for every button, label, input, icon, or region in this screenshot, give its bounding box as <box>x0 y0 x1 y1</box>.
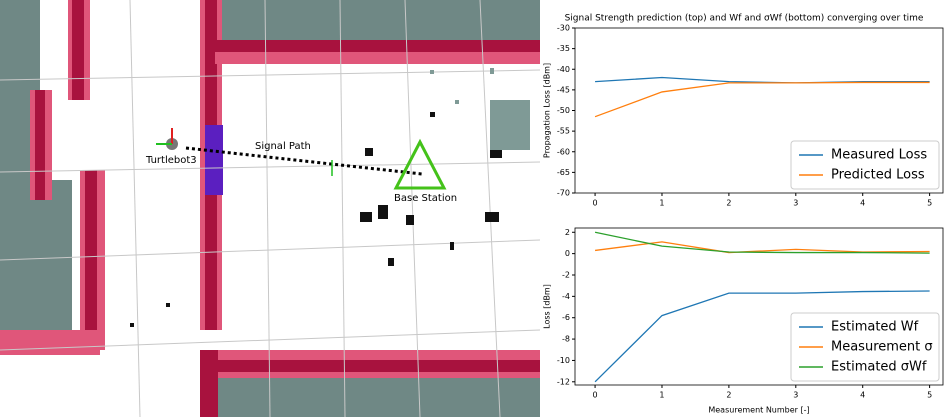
x-tick-label: 1 <box>659 391 664 400</box>
map-wall <box>215 40 540 52</box>
x-tick-label: 3 <box>793 391 798 400</box>
map-unknown <box>215 0 540 40</box>
series-line <box>595 82 930 116</box>
y-tick-label: -55 <box>557 127 570 136</box>
y-tick-label: -70 <box>557 189 570 198</box>
x-tick-label: 0 <box>593 199 598 208</box>
y-tick-label: -45 <box>557 85 570 94</box>
y-tick-label: -40 <box>557 65 570 74</box>
legend-label: Predicted Loss <box>831 168 925 183</box>
map-unknown <box>210 375 540 417</box>
figure: Turtlebot3 Signal Path Base Station -70 -… <box>0 0 947 417</box>
map-path-marker <box>205 125 223 195</box>
y-tick-label: 2 <box>565 228 570 237</box>
legend-label: Measured Loss <box>831 148 927 163</box>
x-tick-label: 4 <box>860 391 865 400</box>
map-wall <box>35 90 45 200</box>
y-tick-label: -35 <box>557 44 570 53</box>
y-tick-label: -30 <box>557 24 570 33</box>
map-unknown <box>0 180 72 355</box>
x-tick-label: 1 <box>659 199 664 208</box>
map-wall <box>200 350 218 417</box>
y-axis-label: Propagation Loss [dBm] <box>543 63 552 158</box>
x-axis-label: Measurement Number [-] <box>708 406 809 415</box>
series-line <box>595 242 930 253</box>
y-axis-label: Loss [dBm] <box>543 284 552 329</box>
y-tick-label: -8 <box>562 335 570 344</box>
x-tick-label: 4 <box>860 199 865 208</box>
y-tick-label: 0 <box>565 249 570 258</box>
x-tick-label: 2 <box>726 391 731 400</box>
y-tick-label: -65 <box>557 168 570 177</box>
y-tick-label: -2 <box>562 270 570 279</box>
x-tick-label: 0 <box>593 391 598 400</box>
y-tick-label: -4 <box>562 292 570 301</box>
y-tick-label: -10 <box>557 356 570 365</box>
legend-label: Estimated Wf <box>831 320 919 335</box>
map-wall <box>200 360 540 372</box>
map-label: Turtlebot3 <box>145 155 197 166</box>
map-label: Signal Path <box>255 141 311 152</box>
x-tick-label: 5 <box>927 391 932 400</box>
map-view: Turtlebot3 Signal Path Base Station <box>0 0 540 417</box>
legend-label: Measurement σ <box>831 340 933 355</box>
map-wall <box>85 170 97 350</box>
map-wall <box>0 330 100 355</box>
x-tick-label: 5 <box>927 199 932 208</box>
x-tick-label: 3 <box>793 199 798 208</box>
chart-title: Signal Strength prediction (top) and Wf … <box>565 14 924 24</box>
y-tick-label: -12 <box>557 377 570 386</box>
y-tick-label: -6 <box>562 313 570 322</box>
y-tick-label: -50 <box>557 106 570 115</box>
map-wall <box>72 0 84 100</box>
legend-label: Estimated σWf <box>831 360 927 375</box>
series-line <box>595 232 930 253</box>
y-tick-label: -60 <box>557 147 570 156</box>
map-label: Base Station <box>394 193 457 204</box>
x-tick-label: 2 <box>726 199 731 208</box>
page: Turtlebot3 Signal Path Base Station -70 -… <box>0 0 947 417</box>
